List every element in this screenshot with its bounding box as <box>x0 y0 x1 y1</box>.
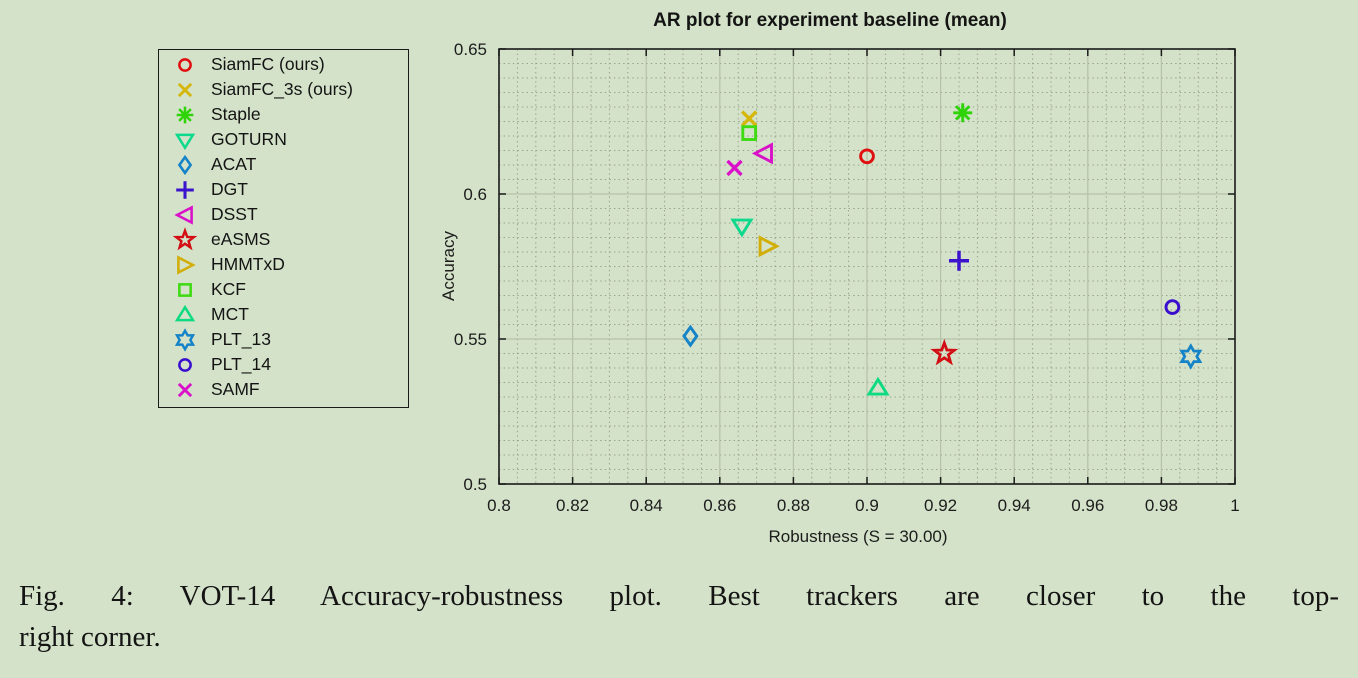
legend-item: SiamFC (ours) <box>159 52 408 77</box>
x-tick-label: 0.98 <box>1145 496 1178 515</box>
marker-samf <box>726 159 743 177</box>
x-icon <box>159 77 211 103</box>
x-tick-label: 0.82 <box>556 496 589 515</box>
legend-item-label: KCF <box>211 279 246 299</box>
x-tick-label: 1 <box>1230 496 1239 515</box>
legend-item-label: DGT <box>211 179 248 199</box>
legend-item: DGT <box>159 177 408 202</box>
asterisk-icon <box>159 102 211 128</box>
legend-item: KCF <box>159 277 408 302</box>
triangle-up-icon <box>159 302 211 328</box>
star6-icon <box>159 327 211 353</box>
square-icon <box>159 277 211 303</box>
legend-item-label: SiamFC (ours) <box>211 54 325 74</box>
legend-item-label: eASMS <box>211 229 271 249</box>
legend-item-label: GOTURN <box>211 129 287 149</box>
x-axis-label: Robustness (S = 30.00) <box>768 527 948 546</box>
legend-item: DSST <box>159 202 408 227</box>
x-tick-label: 0.84 <box>630 496 663 515</box>
legend-item: PLT_14 <box>159 352 408 377</box>
marker-staple <box>953 103 973 123</box>
marker-siamfc-ours <box>859 148 875 165</box>
plus-icon <box>159 177 211 203</box>
figure-caption: Fig. 4: VOT-14 Accuracy-robustness plot.… <box>19 576 1339 658</box>
triangle-left-icon <box>159 202 211 228</box>
star5-icon <box>159 226 211 253</box>
x-tick-label: 0.8 <box>487 496 511 515</box>
plot-canvas: 0.8 0.82 0.84 0.86 0.88 0.9 0.92 0.94 0.96 0.98 1 0… <box>454 40 1240 515</box>
legend-item-label: SiamFC_3s (ours) <box>211 79 353 99</box>
legend-item-label: SAMF <box>211 379 260 399</box>
y-axis-label: Accuracy <box>439 231 458 301</box>
ar-plot: 0.8 0.82 0.84 0.86 0.88 0.9 0.92 0.94 0.96 0.98 1 0… <box>158 10 1240 546</box>
legend-item: SAMF <box>159 377 408 402</box>
marker-easms <box>930 338 959 366</box>
triangle-right-icon <box>159 252 211 278</box>
marker-mct <box>866 376 890 396</box>
circle-icon <box>159 352 211 378</box>
marker-plt-13 <box>1179 343 1203 370</box>
legend-item: SiamFC_3s (ours) <box>159 77 408 102</box>
x-tick-label: 0.9 <box>855 496 879 515</box>
legend-item-label: PLT_14 <box>211 354 271 374</box>
marker-hmmtxd <box>758 235 780 258</box>
legend-item-label: MCT <box>211 304 249 324</box>
legend-item: ACAT <box>159 152 408 177</box>
x-icon <box>159 377 211 403</box>
legend-item-label: DSST <box>211 204 258 224</box>
x-tick-label: 0.86 <box>703 496 736 515</box>
chart-title: AR plot for experiment baseline (mean) <box>653 10 1007 31</box>
legend-item-label: ACAT <box>211 154 257 174</box>
marker-acat <box>682 324 699 348</box>
diamond-icon <box>159 152 211 178</box>
y-tick-label: 0.5 <box>463 475 487 494</box>
caption-line-2: right corner. <box>19 621 161 653</box>
legend-item: GOTURN <box>159 127 408 152</box>
y-tick-label: 0.6 <box>463 185 487 204</box>
x-tick-label: 0.88 <box>777 496 810 515</box>
caption-line-1: Fig. 4: VOT-14 Accuracy-robustness plot.… <box>19 580 1339 612</box>
marker-kcf <box>741 125 758 141</box>
legend-item: MCT <box>159 302 408 327</box>
x-tick-label: 0.94 <box>998 496 1031 515</box>
marker-dsst <box>751 142 773 165</box>
legend-item-label: HMMTxD <box>211 254 285 274</box>
legend-item: eASMS <box>159 226 408 253</box>
x-tick-label: 0.96 <box>1071 496 1104 515</box>
legend-item: Staple <box>159 102 408 127</box>
marker-siamfc-3s-ours <box>741 110 758 127</box>
marker-goturn <box>730 218 754 238</box>
x-tick-label: 0.92 <box>924 496 957 515</box>
marker-dgt <box>949 250 969 271</box>
legend-item: PLT_13 <box>159 327 408 352</box>
circle-icon <box>159 52 211 78</box>
legend-item-label: Staple <box>211 104 261 124</box>
triangle-down-icon <box>159 127 211 153</box>
legend-item-label: PLT_13 <box>211 329 271 349</box>
legend-box: SiamFC (ours) SiamFC_3s (ours) Staple GOTUR… <box>158 49 409 408</box>
marker-plt-14 <box>1164 299 1181 315</box>
legend-item: HMMTxD <box>159 252 408 277</box>
y-tick-label: 0.65 <box>454 40 487 59</box>
y-tick-label: 0.55 <box>454 330 487 349</box>
